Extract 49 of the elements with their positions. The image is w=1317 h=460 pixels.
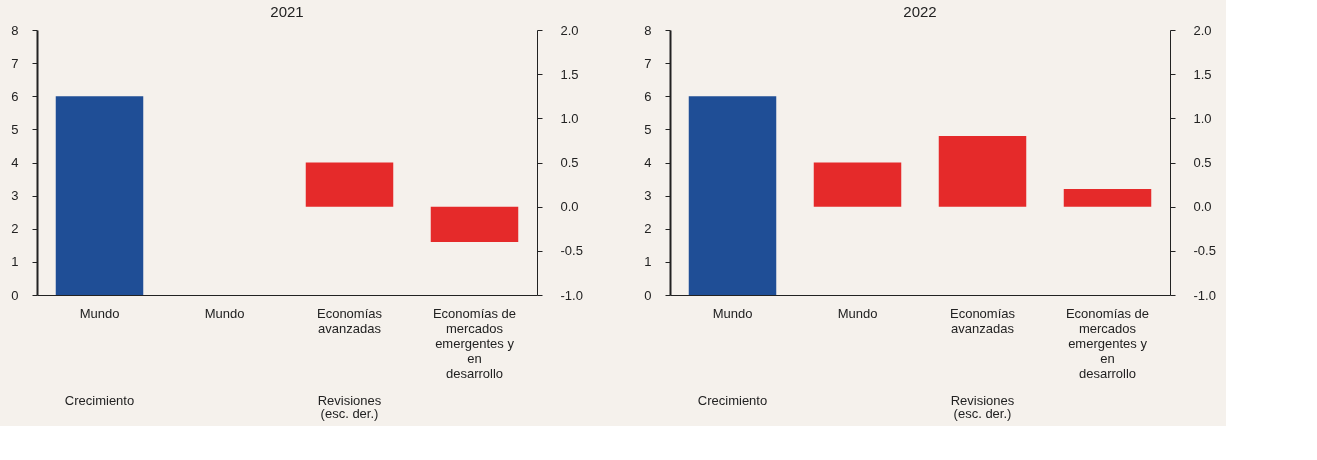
y-tick-label: 4 (644, 155, 652, 170)
x-tick-label: Mundo (79, 305, 120, 321)
x-tick-label: Mundo (712, 305, 753, 321)
text: Revisiones (esc. der.) (317, 393, 382, 421)
chart-title: 2021 (270, 3, 304, 20)
y-tick-label: 2 (11, 221, 19, 237)
text: Crecimiento (64, 393, 135, 408)
y-tick-label: 6 (644, 88, 652, 104)
y-tick-label: 0 (11, 287, 19, 303)
bar (938, 136, 1027, 207)
y2-tick-label: -1.0 (560, 287, 583, 303)
chart-title: 2022 (903, 3, 937, 20)
text: Revisiones (esc. der.) (950, 393, 1015, 421)
y2-tick-label: 1.5 (1193, 66, 1212, 82)
y2-tick-label: 1.0 (560, 110, 579, 126)
y-tick-label: 8 (644, 22, 652, 38)
y-tick-label: 5 (11, 121, 19, 137)
y2-tick-label: -0.5 (560, 243, 583, 259)
bar (1063, 189, 1152, 207)
y-tick-label: 4 (11, 155, 19, 170)
y-tick-label: 1 (644, 254, 652, 270)
y-tick-label: 8 (11, 22, 19, 38)
bar (813, 162, 902, 207)
y2-tick-label: 2.0 (1193, 22, 1212, 38)
x-tick-label: Economías avanzadas (316, 305, 383, 336)
x-tick-label: Economías de mercados emergentes y en desarrollo (1065, 305, 1150, 381)
y-tick-label: 3 (644, 188, 652, 204)
x-tick-label: Mundo (837, 305, 878, 321)
y-tick-label: 0 (644, 287, 652, 303)
y-tick-label: 6 (11, 88, 19, 104)
y-tick-label: 7 (644, 55, 652, 71)
x-tick-label: Economías avanzadas (949, 305, 1016, 336)
y2-tick-label: 0.0 (560, 199, 579, 215)
y2-tick-label: 1.5 (560, 66, 579, 82)
x-tick-label: Mundo (204, 305, 245, 321)
y-tick-label: 7 (11, 55, 19, 71)
y2-tick-label: 0.0 (1193, 199, 1212, 215)
y-tick-label: 2 (644, 221, 652, 237)
text: Crecimiento (697, 393, 768, 408)
x-tick-label: Economías de mercados emergentes y en desarrollo (432, 305, 517, 381)
y-tick-label: 5 (644, 121, 652, 137)
y2-tick-label: 2.0 (560, 22, 579, 38)
y2-tick-label: -1.0 (1193, 287, 1216, 303)
y-tick-label: 3 (11, 188, 19, 204)
y2-tick-label: 0.5 (1193, 155, 1212, 170)
y-tick-label: 1 (11, 254, 19, 270)
y2-tick-label: 1.0 (1193, 110, 1212, 126)
y2-tick-label: 0.5 (560, 155, 579, 170)
y2-tick-label: -0.5 (1193, 243, 1216, 259)
